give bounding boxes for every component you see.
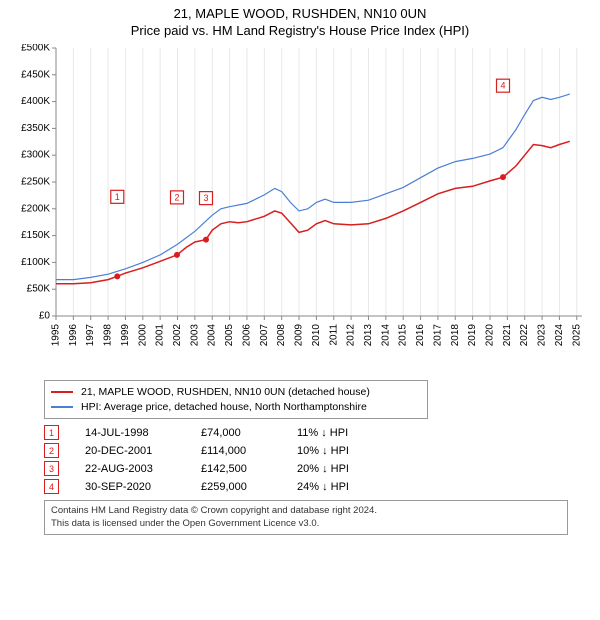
y-tick-label: £350K: [21, 123, 50, 134]
legend-row: HPI: Average price, detached house, Nort…: [51, 400, 421, 415]
title-main: 21, MAPLE WOOD, RUSHDEN, NN10 0UN: [0, 6, 600, 21]
transaction-price: £259,000: [201, 481, 271, 493]
x-tick-label: 2004: [207, 324, 218, 347]
footer: Contains HM Land Registry data © Crown c…: [44, 500, 568, 535]
y-tick-label: £150K: [21, 230, 50, 241]
x-tick-label: 2018: [450, 324, 461, 347]
x-tick-label: 2003: [189, 324, 200, 347]
transactions-table: 1 14-JUL-1998 £74,000 11% ↓ HPI 2 20-DEC-2001…: [44, 425, 588, 494]
x-tick-label: 2022: [519, 324, 530, 347]
x-tick-label: 2011: [328, 324, 339, 346]
transaction-price: £142,500: [201, 463, 271, 475]
x-tick-label: 2000: [137, 324, 148, 347]
x-tick-label: 2001: [155, 324, 166, 347]
y-tick-label: £450K: [21, 69, 50, 80]
transaction-date: 30-SEP-2020: [85, 481, 175, 493]
x-tick-label: 2021: [502, 324, 513, 347]
transaction-diff: 11% ↓ HPI: [297, 427, 377, 439]
transaction-diff: 10% ↓ HPI: [297, 445, 377, 457]
y-tick-label: £0: [39, 311, 51, 322]
chart-header: 21, MAPLE WOOD, RUSHDEN, NN10 0UN Price …: [0, 6, 600, 38]
title-sub: Price paid vs. HM Land Registry's House …: [0, 23, 600, 38]
transaction-price: £114,000: [201, 445, 271, 457]
marker-label-1: 1: [115, 192, 120, 202]
legend-row: 21, MAPLE WOOD, RUSHDEN, NN10 0UN (detac…: [51, 385, 421, 400]
y-tick-label: £400K: [21, 96, 50, 107]
legend: 21, MAPLE WOOD, RUSHDEN, NN10 0UN (detac…: [44, 380, 428, 419]
x-tick-label: 2023: [537, 324, 548, 347]
transaction-price: £74,000: [201, 427, 271, 439]
x-tick-label: 2006: [241, 324, 252, 347]
x-tick-label: 1996: [68, 324, 79, 347]
x-tick-label: 1997: [85, 324, 96, 347]
x-tick-label: 1995: [51, 324, 62, 347]
y-tick-label: £100K: [21, 257, 50, 268]
legend-swatch: [51, 406, 73, 408]
transaction-date: 22-AUG-2003: [85, 463, 175, 475]
transaction-row: 2 20-DEC-2001 £114,000 10% ↓ HPI: [44, 443, 588, 458]
x-tick-label: 2009: [294, 324, 305, 347]
marker-label-3: 3: [203, 193, 208, 203]
chart-area: 1995 1996 1997 1998 1999 2000 2001 2002 2003 2004…: [12, 44, 588, 374]
x-tick-label: 1998: [103, 324, 114, 347]
y-tick-label: £50K: [27, 284, 51, 295]
transaction-badge: 3: [44, 461, 59, 476]
transaction-date: 14-JUL-1998: [85, 427, 175, 439]
transaction-badge: 1: [44, 425, 59, 440]
y-tick-label: £500K: [21, 44, 50, 54]
x-tick-label: 2008: [276, 324, 287, 347]
legend-text: HPI: Average price, detached house, Nort…: [81, 400, 367, 415]
x-tick-label: 2010: [311, 324, 322, 347]
x-tick-label: 2002: [172, 324, 183, 347]
series-hpi: [56, 94, 570, 280]
series-property: [56, 141, 570, 283]
transaction-row: 4 30-SEP-2020 £259,000 24% ↓ HPI: [44, 479, 588, 494]
transaction-diff: 24% ↓ HPI: [297, 481, 377, 493]
x-tick-label: 2014: [380, 324, 391, 347]
x-tick-label: 2017: [432, 324, 443, 347]
transaction-row: 1 14-JUL-1998 £74,000 11% ↓ HPI: [44, 425, 588, 440]
footer-line1: Contains HM Land Registry data © Crown c…: [51, 505, 561, 517]
y-tick-label: £250K: [21, 177, 50, 188]
x-tick-label: 1999: [120, 324, 131, 347]
legend-text: 21, MAPLE WOOD, RUSHDEN, NN10 0UN (detac…: [81, 385, 370, 400]
transaction-row: 3 22-AUG-2003 £142,500 20% ↓ HPI: [44, 461, 588, 476]
footer-line2: This data is licensed under the Open Gov…: [51, 518, 561, 530]
x-tick-label: 2020: [484, 324, 495, 347]
x-tick-label: 2013: [363, 324, 374, 347]
transaction-date: 20-DEC-2001: [85, 445, 175, 457]
x-tick-label: 2005: [224, 324, 235, 347]
x-tick-label: 2024: [554, 324, 565, 347]
transaction-diff: 20% ↓ HPI: [297, 463, 377, 475]
marker-label-4: 4: [501, 81, 506, 91]
x-tick-label: 2019: [467, 324, 478, 347]
transaction-badge: 4: [44, 479, 59, 494]
y-tick-label: £300K: [21, 150, 50, 161]
x-tick-label: 2007: [259, 324, 270, 347]
y-tick-label: £200K: [21, 203, 50, 214]
legend-swatch: [51, 391, 73, 393]
marker-label-2: 2: [174, 192, 179, 202]
transaction-badge: 2: [44, 443, 59, 458]
chart-svg: 1995 1996 1997 1998 1999 2000 2001 2002 2003 2004…: [12, 44, 588, 374]
x-tick-label: 2015: [398, 324, 409, 347]
x-tick-label: 2025: [571, 324, 582, 347]
x-tick-label: 2012: [346, 324, 357, 347]
x-tick-label: 2016: [415, 324, 426, 347]
